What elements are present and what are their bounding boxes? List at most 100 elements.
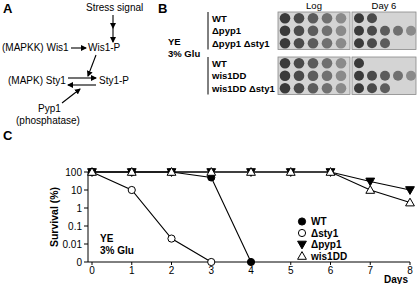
panel-label: C <box>3 128 13 143</box>
figure: AStress signal(MAPKK) Wis1Wis1-P(MAPK) S… <box>0 0 418 284</box>
plate-log <box>278 12 350 50</box>
spot-day6 <box>406 71 416 81</box>
spot-day6 <box>380 26 390 36</box>
y-tick-label: 0.1 <box>68 221 82 232</box>
data-point <box>247 168 256 176</box>
spot-log <box>280 38 291 49</box>
y-tick-label: 0.01 <box>63 239 83 250</box>
y-tick <box>84 208 88 209</box>
spot-log <box>308 83 319 94</box>
legend-marker <box>298 252 307 260</box>
strain-label: WT <box>212 13 227 24</box>
y-tick <box>84 226 88 227</box>
spot-log <box>322 83 333 94</box>
legend: WTΔsty1Δpyp1wis1DD <box>298 216 348 262</box>
medium: YE <box>168 36 181 47</box>
x-tick-label: 6 <box>328 265 334 276</box>
spot-day6 <box>380 71 390 81</box>
strain-label: wis1DD <box>211 70 246 81</box>
data-point <box>406 187 415 195</box>
x-tick-label: 1 <box>129 265 135 276</box>
x-axis-label: Days <box>384 274 408 284</box>
spot-log <box>322 58 333 69</box>
legend-label: Δsty1 <box>311 228 339 239</box>
y-tick <box>84 172 88 173</box>
spot-day6 <box>354 58 364 68</box>
phosphorylation-arrow <box>71 47 86 48</box>
panel-label: B <box>158 1 167 16</box>
y-tick-label: 100 <box>65 167 82 178</box>
data-point <box>88 168 95 175</box>
spot-day6 <box>367 13 377 23</box>
spot-day6 <box>354 83 364 93</box>
spot-day6 <box>367 38 377 48</box>
spot-log <box>308 58 319 69</box>
data-point <box>168 168 175 175</box>
phosphorylation-arrow <box>68 77 96 78</box>
activation-arrow <box>88 55 96 76</box>
column-header: Day 6 <box>372 0 397 11</box>
x-tick-label: 3 <box>208 265 214 276</box>
spot-log <box>336 13 347 24</box>
signal-arrow <box>112 28 113 42</box>
spot-day6 <box>393 71 403 81</box>
spot-log <box>336 25 347 36</box>
phosphatase-role: (phosphatase) <box>16 115 80 126</box>
data-point <box>208 258 215 265</box>
spot-day6 <box>354 38 364 48</box>
dephosphorylation-arrow <box>68 84 96 85</box>
spot-log <box>322 38 333 49</box>
spot-log <box>280 83 291 94</box>
data-point <box>286 168 295 176</box>
spot-log <box>336 70 347 81</box>
y-tick <box>84 190 88 191</box>
spot-day6 <box>354 13 364 23</box>
spot-log <box>294 70 305 81</box>
data-point <box>326 168 335 176</box>
series-line <box>92 172 211 262</box>
y-tick <box>84 262 88 263</box>
plate-day6 <box>352 57 416 95</box>
spot-day6 <box>354 71 364 81</box>
legend-label: WT <box>311 216 327 227</box>
spot-log <box>308 13 319 24</box>
group-bracket <box>208 12 209 50</box>
spot-log <box>294 25 305 36</box>
data-point <box>207 168 216 176</box>
mapkk: (MAPKK) Wis1 <box>2 42 69 53</box>
spot-day6 <box>367 83 377 93</box>
legend-label: Δpyp1 <box>311 239 342 250</box>
spot-day6 <box>406 26 416 36</box>
strain-label: wis1DD Δsty1 <box>211 83 276 94</box>
spot-log <box>294 58 305 69</box>
legend-label: wis1DD <box>310 251 347 262</box>
mapk: (MAPK) Sty1 <box>8 75 66 86</box>
plot-area <box>88 168 415 266</box>
spot-day6 <box>380 83 390 93</box>
stress-signal: Stress signal <box>86 2 143 13</box>
annotation: 3% Glu <box>100 245 134 256</box>
data-point <box>128 168 135 175</box>
y-tick-label: 10 <box>71 185 83 196</box>
x-tick-label: 0 <box>89 265 95 276</box>
strain-label: WT <box>212 58 227 69</box>
x-tick-label: 8 <box>407 265 413 276</box>
x-tick-label: 2 <box>169 265 175 276</box>
y-axis-label: Survival (%) <box>48 187 60 247</box>
x-tick-label: 5 <box>288 265 294 276</box>
mapk-p: Sty1-P <box>99 75 129 86</box>
plate-day6 <box>352 12 416 50</box>
spot-log <box>294 13 305 24</box>
spot-log <box>280 13 291 24</box>
data-point <box>88 168 95 175</box>
spot-log <box>308 38 319 49</box>
group-bracket <box>208 57 209 95</box>
spot-log <box>322 25 333 36</box>
spot-day6 <box>380 38 390 48</box>
spot-log <box>294 38 305 49</box>
phosphatase: Pyp1 <box>38 103 61 114</box>
annotation: YE <box>100 233 114 244</box>
y-tick <box>84 244 88 245</box>
spot-day6 <box>367 26 377 36</box>
column-header: Log <box>306 0 322 11</box>
